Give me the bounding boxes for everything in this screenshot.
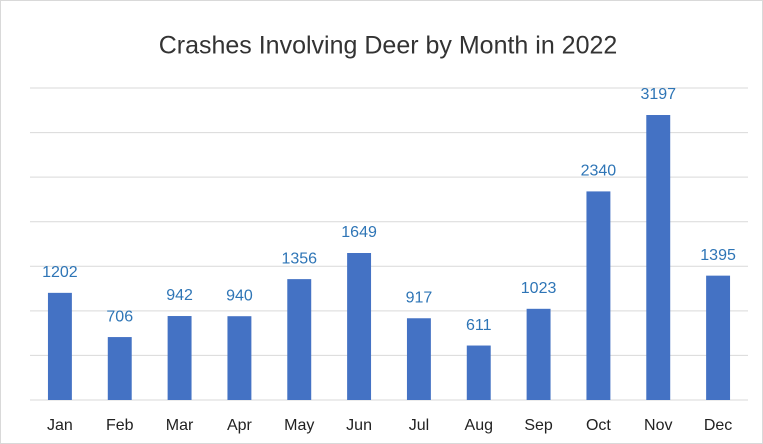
bar bbox=[107, 337, 132, 400]
data-label: 1023 bbox=[521, 280, 557, 297]
data-label: 1395 bbox=[700, 247, 736, 264]
data-label: 3197 bbox=[640, 86, 676, 103]
x-tick-label: Apr bbox=[227, 417, 253, 434]
data-label: 942 bbox=[166, 287, 193, 304]
bar bbox=[347, 253, 372, 400]
x-tick-label: Mar bbox=[166, 417, 194, 434]
x-tick-label: Jul bbox=[409, 417, 429, 434]
x-tick-label: May bbox=[284, 417, 314, 434]
x-tick-label: Nov bbox=[644, 417, 672, 434]
data-label: 1356 bbox=[281, 250, 317, 267]
x-tick-label: Aug bbox=[465, 417, 493, 434]
data-label: 917 bbox=[406, 289, 433, 306]
x-tick-label: Feb bbox=[106, 417, 134, 434]
bar bbox=[706, 275, 731, 400]
bar bbox=[47, 292, 72, 400]
data-label: 611 bbox=[466, 317, 492, 334]
chart-title: Crashes Involving Deer by Month in 2022 bbox=[159, 32, 618, 60]
bar bbox=[167, 316, 192, 400]
bar bbox=[646, 115, 671, 400]
x-tick-label: Sep bbox=[524, 417, 553, 434]
bar bbox=[526, 308, 551, 400]
bar bbox=[466, 345, 491, 400]
data-label: 1649 bbox=[341, 224, 377, 241]
data-label: 2340 bbox=[581, 163, 617, 180]
bar bbox=[227, 316, 252, 400]
x-tick-label: Jun bbox=[346, 417, 372, 434]
x-tick-label: Jan bbox=[47, 417, 73, 434]
bar bbox=[586, 191, 611, 400]
bar bbox=[287, 279, 312, 400]
x-tick-label: Oct bbox=[586, 417, 611, 434]
data-label: 706 bbox=[106, 308, 133, 325]
x-tick-label: Dec bbox=[704, 417, 732, 434]
data-label: 940 bbox=[226, 287, 253, 304]
bar bbox=[406, 318, 431, 400]
data-label: 1202 bbox=[42, 264, 78, 281]
